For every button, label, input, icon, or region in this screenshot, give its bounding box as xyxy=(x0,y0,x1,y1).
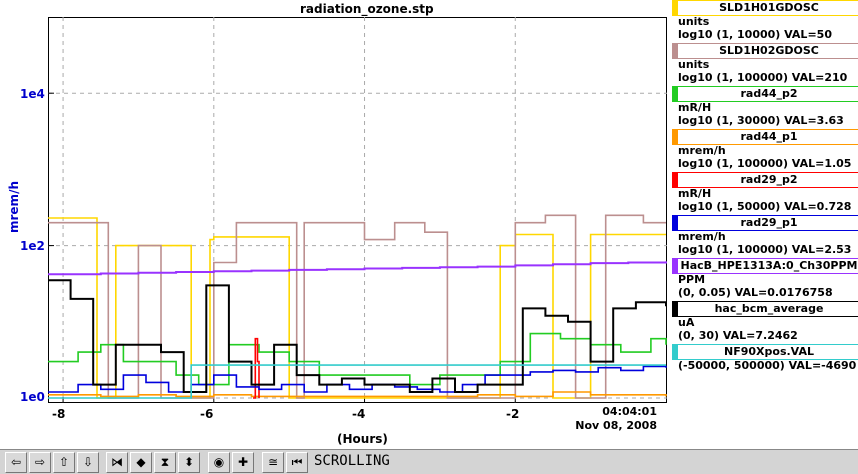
arrow-down-icon[interactable]: ⇩ xyxy=(77,452,99,473)
x-tick-neg4: -4 xyxy=(352,407,366,421)
legend-series-name[interactable]: HacB_HPE1313A:0_Ch30PPM xyxy=(672,258,858,274)
legend-range: log10 (1, 30000) VAL=3.63 xyxy=(678,114,844,127)
legend-item[interactable]: rad44_p1 mrem/h log10 (1, 100000) VAL=1.05 xyxy=(672,129,858,172)
legend-series-name[interactable]: NF90Xpos.VAL xyxy=(672,344,858,360)
legend-item[interactable]: rad29_p1 mrem/h log10 (1, 100000) VAL=2.53 xyxy=(672,215,858,258)
y-tick-1e4: 1e4 xyxy=(20,87,45,101)
end-date: Nov 08, 2008 xyxy=(575,419,657,432)
legend-units: mR/H xyxy=(678,101,712,114)
series-line-4 xyxy=(253,337,260,399)
legend-series-name[interactable]: hac_bcm_average xyxy=(672,301,858,317)
record-icon[interactable]: ◉ xyxy=(208,452,230,473)
legend-range: log10 (1, 50000) VAL=0.728 xyxy=(678,200,852,213)
legend-item[interactable]: hac_bcm_average uA (0, 30) VAL=7.2462 xyxy=(672,301,858,344)
x-tick-neg8: -8 xyxy=(52,407,66,421)
chart-title: radiation_ozone.stp xyxy=(300,2,434,16)
legend-item[interactable]: SLD1H01GDOSC units log10 (1, 10000) VAL=50 xyxy=(672,0,858,43)
legend-range: (0, 0.05) VAL=0.0176758 xyxy=(678,286,833,299)
series-line-0 xyxy=(48,217,666,399)
legend-range: (0, 30) VAL=7.2462 xyxy=(678,329,798,342)
zoom-in-y-icon[interactable]: ⧗ xyxy=(154,452,176,473)
legend-item[interactable]: rad29_p2 mR/H log10 (1, 50000) VAL=0.728 xyxy=(672,172,858,215)
series-line-5 xyxy=(48,365,667,393)
legend-item[interactable]: NF90Xpos.VAL (-50000, 500000) VAL=-4690 xyxy=(672,344,858,387)
legend-series-name[interactable]: rad29_p1 xyxy=(672,215,858,231)
legend-units: mrem/h xyxy=(678,144,726,157)
arrow-right-icon[interactable]: ⇨ xyxy=(29,452,51,473)
arrow-up-icon[interactable]: ⇧ xyxy=(53,452,75,473)
legend-range: log10 (1, 10000) VAL=50 xyxy=(678,28,832,41)
legend-units: mrem/h xyxy=(678,230,726,243)
legend-series-name[interactable]: SLD1H02GDOSC xyxy=(672,43,858,59)
legend-units: PPM xyxy=(678,273,706,286)
scrolling-status: SCROLLING xyxy=(314,453,390,469)
legend-range: log10 (1, 100000) VAL=2.53 xyxy=(678,243,852,256)
legend-item[interactable]: HacB_HPE1313A:0_Ch30PPM PPM (0, 0.05) VAL=… xyxy=(672,258,858,301)
legend-range: log10 (1, 100000) VAL=1.05 xyxy=(678,157,852,170)
toolbar: ⇦ ⇨ ⇧ ⇩ ⧒ ◆ ⧗ ⬍ ◉ ✚ ≅ ⏮ SCROLLING xyxy=(0,449,858,474)
legend-range: (-50000, 500000) VAL=-4690 xyxy=(678,359,857,372)
legend-series-name[interactable]: rad29_p2 xyxy=(672,172,858,188)
legend: SLD1H01GDOSC units log10 (1, 10000) VAL=50… xyxy=(672,0,858,387)
autoscale-icon[interactable]: ≅ xyxy=(262,452,284,473)
x-axis-label: (Hours) xyxy=(337,432,388,446)
legend-units: units xyxy=(678,15,710,28)
step-back-icon[interactable]: ⏮ xyxy=(286,452,308,473)
series-line-7 xyxy=(48,279,667,393)
zoom-in-x-icon[interactable]: ⧒ xyxy=(106,452,128,473)
legend-series-name[interactable]: rad44_p2 xyxy=(672,86,858,102)
zoom-out-x-icon[interactable]: ◆ xyxy=(130,452,152,473)
x-tick-neg2: -2 xyxy=(506,407,520,421)
legend-series-name[interactable]: SLD1H01GDOSC xyxy=(672,0,858,16)
legend-item[interactable]: rad44_p2 mR/H log10 (1, 30000) VAL=3.63 xyxy=(672,86,858,129)
y-tick-1e2: 1e2 xyxy=(20,239,45,253)
legend-units: mR/H xyxy=(678,187,712,200)
arrow-left-icon[interactable]: ⇦ xyxy=(5,452,27,473)
series-line-1 xyxy=(48,214,666,399)
end-timestamp: 04:04:01 Nov 08, 2008 xyxy=(575,405,657,433)
series-line-8 xyxy=(48,364,666,399)
y-tick-1e0: 1e0 xyxy=(20,390,45,404)
plot-area[interactable] xyxy=(48,17,667,403)
legend-range: log10 (1, 100000) VAL=210 xyxy=(678,71,848,84)
legend-units: units xyxy=(678,58,710,71)
series-line-3 xyxy=(48,391,667,398)
legend-series-name[interactable]: rad44_p1 xyxy=(672,129,858,145)
end-time: 04:04:01 xyxy=(602,405,657,418)
add-icon[interactable]: ✚ xyxy=(232,452,254,473)
series-line-6 xyxy=(48,261,667,276)
legend-item[interactable]: SLD1H02GDOSC units log10 (1, 100000) VAL=2… xyxy=(672,43,858,86)
legend-units: uA xyxy=(678,316,695,329)
zoom-out-y-icon[interactable]: ⬍ xyxy=(178,452,200,473)
x-tick-neg6: -6 xyxy=(200,407,214,421)
y-axis-label: mrem/h xyxy=(7,181,21,233)
